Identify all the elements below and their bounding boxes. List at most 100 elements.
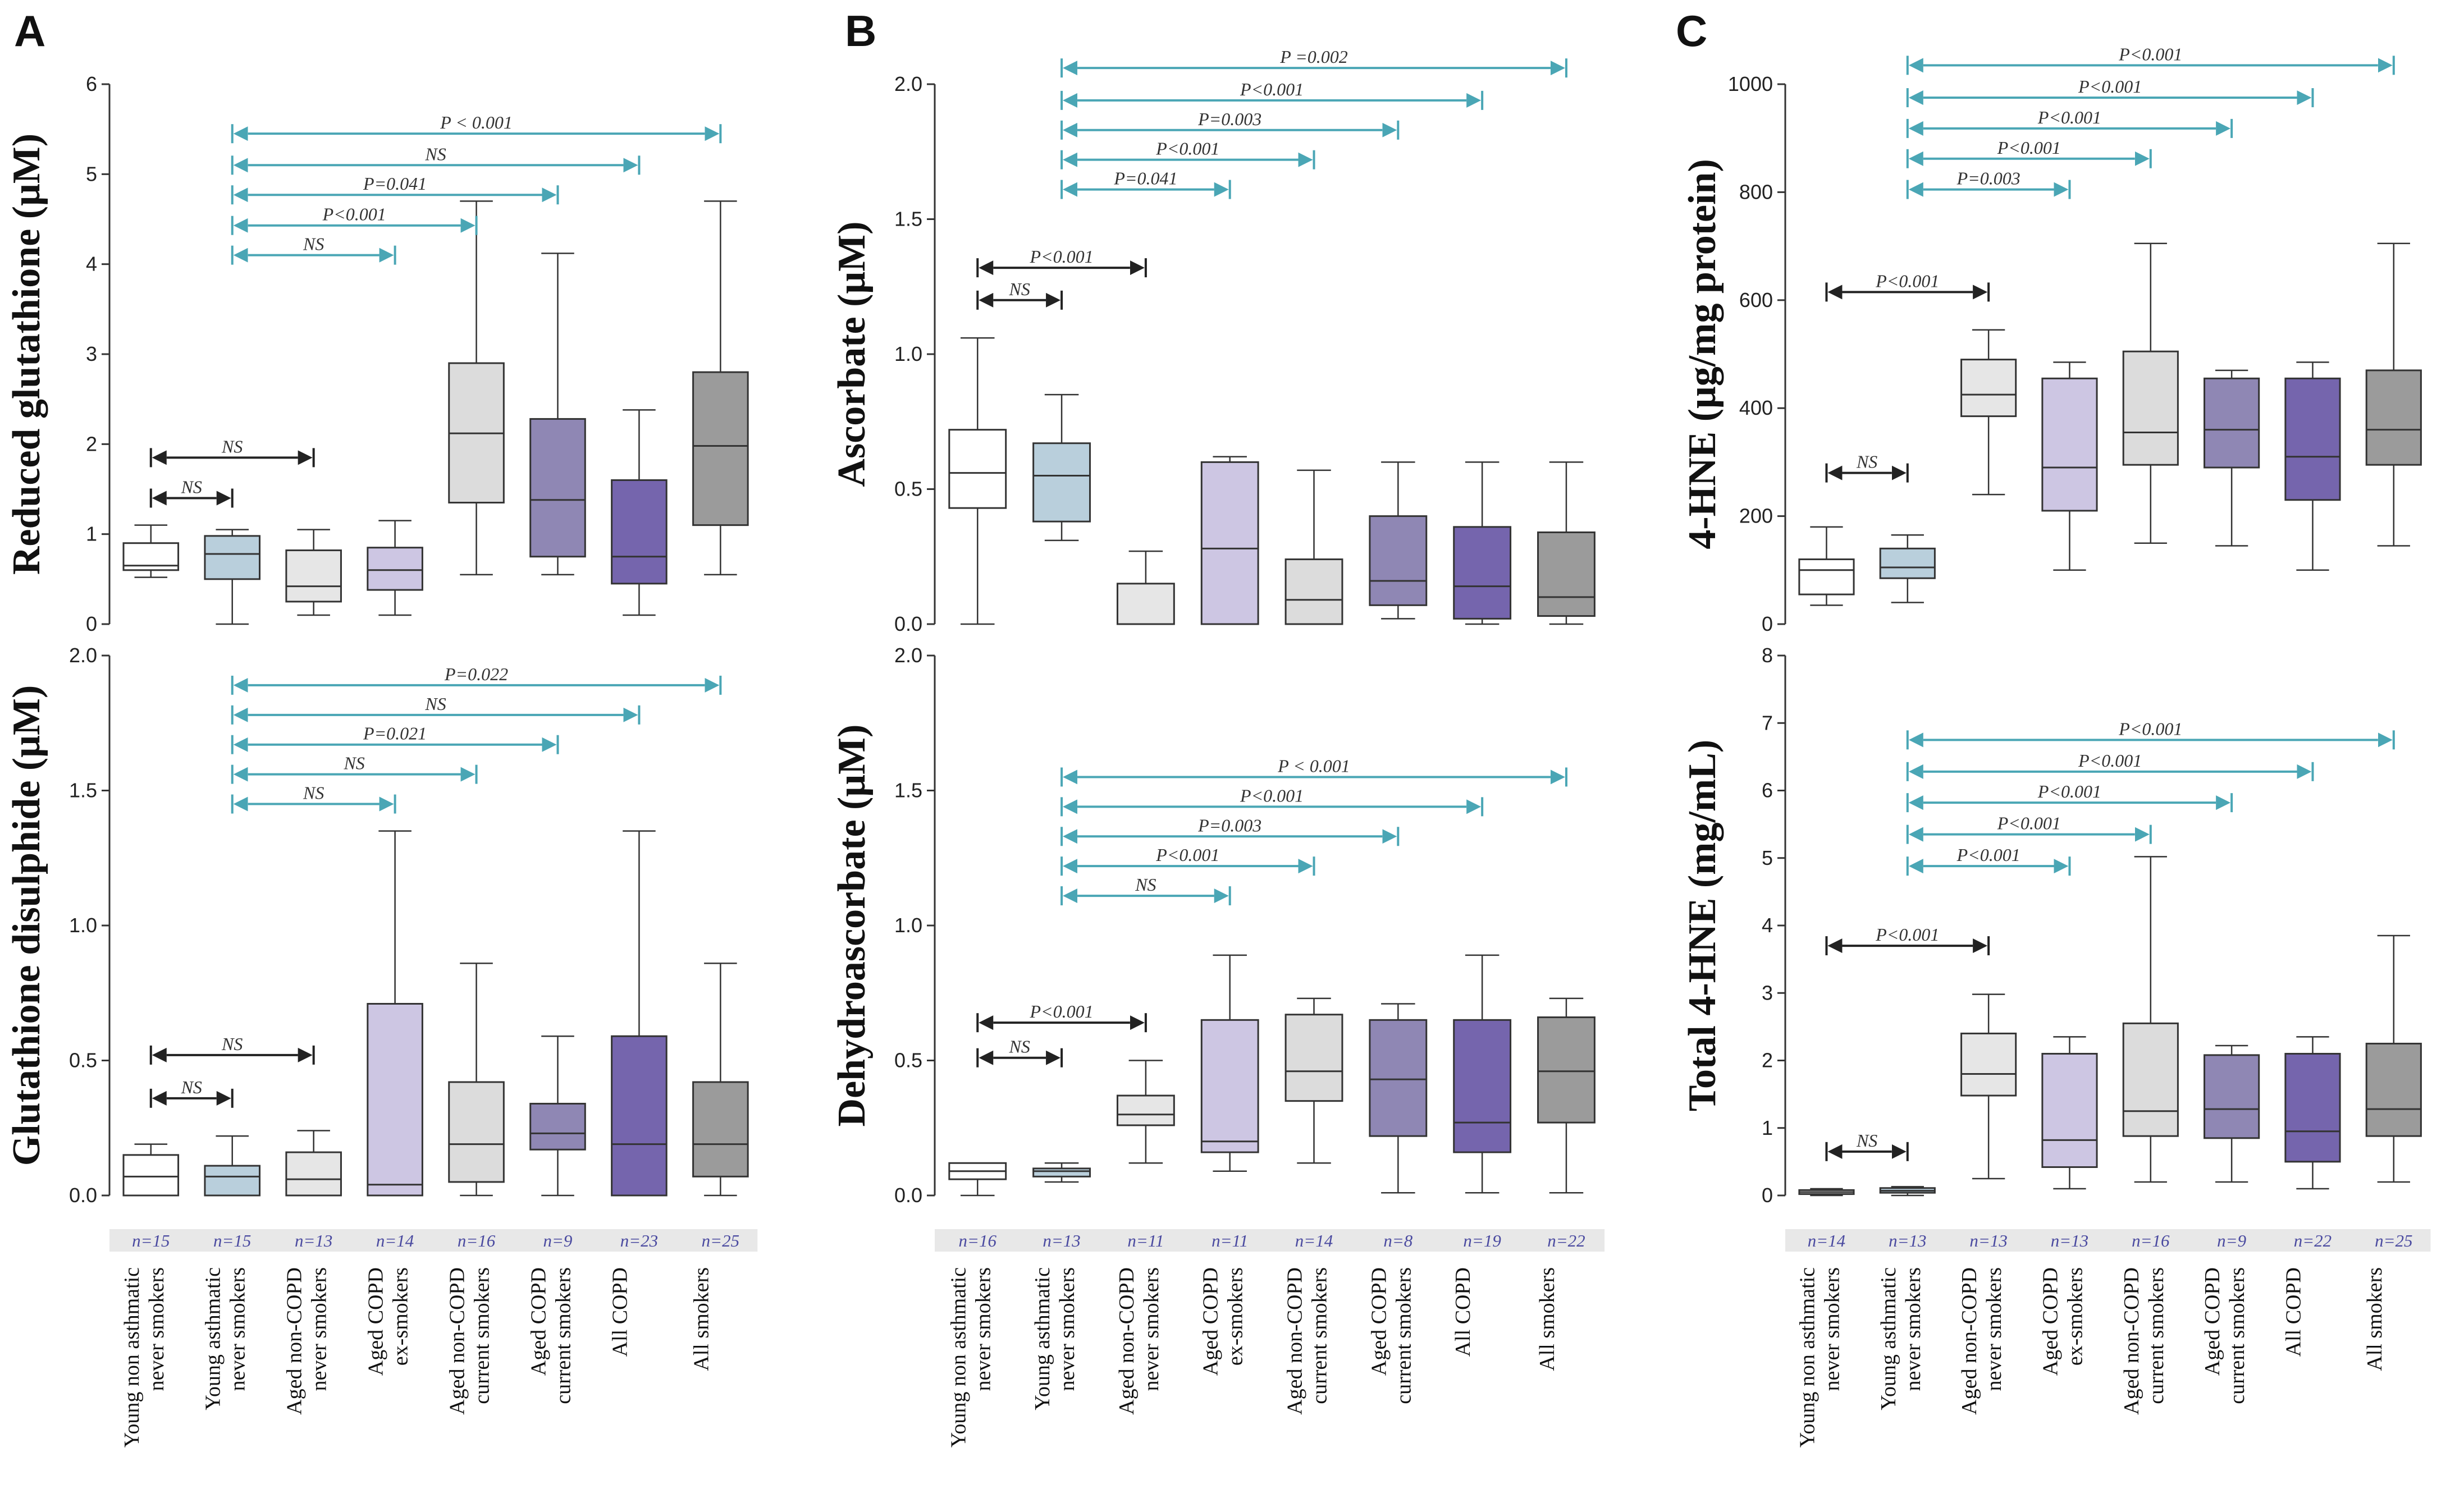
category-label: Aged non-COPD current smokers — [2120, 1267, 2168, 1415]
significance-label: P<0.001 — [1997, 813, 2061, 833]
comparison-bracket: P<0.001 — [1060, 79, 1484, 110]
comparison-bracket: P=0.041 — [1060, 168, 1231, 199]
box-iqr — [2041, 1052, 2098, 1168]
n-label: n=23 — [620, 1231, 658, 1250]
y-axis-label: 4-HNE (μg/mg protein) — [1681, 159, 1724, 549]
y-tick-label: 6 — [1762, 779, 1773, 802]
comparison-bracket: P < 0.001 — [231, 112, 722, 144]
category-label-line: All COPD — [2282, 1267, 2305, 1357]
panel-letter-c: C — [1676, 6, 1707, 56]
n-label: n=14 — [1808, 1231, 1845, 1250]
n-label: n=15 — [213, 1231, 251, 1250]
y-tick-label: 5 — [1762, 846, 1773, 869]
category-label-line: Aged COPD — [1199, 1267, 1223, 1376]
category-label-line: All smokers — [2363, 1267, 2387, 1371]
category-label: All smokers — [689, 1267, 713, 1371]
n-label: n=13 — [295, 1231, 332, 1250]
box-4 — [367, 520, 423, 616]
significance-label: P<0.001 — [2078, 76, 2142, 97]
category-label-line: Aged COPD — [527, 1267, 550, 1376]
category-label-line: Young non asthmatic — [1795, 1267, 1819, 1447]
y-tick-label: 7 — [1762, 711, 1773, 734]
box-iqr — [1453, 526, 1512, 620]
box-iqr — [948, 429, 1007, 509]
box-iqr — [1200, 461, 1259, 625]
chart-a-bottom: 0.0 0.5 1.0 1.5 2.0 Glutathione disulphide (μ… — [5, 644, 749, 1207]
box-iqr — [1284, 1014, 1343, 1102]
category-label: Aged non-COPD current smokers — [1283, 1267, 1332, 1415]
box-2 — [204, 529, 261, 625]
box-6 — [2204, 1044, 2260, 1183]
n-label: n=16 — [458, 1231, 496, 1250]
comparison-bracket: P=0.003 — [1906, 168, 2071, 199]
category-label-line: ex-smokers — [1224, 1267, 1247, 1366]
box-iqr — [204, 1165, 261, 1197]
box-7 — [2284, 1036, 2341, 1190]
y-tick-label: 2 — [1762, 1049, 1773, 1072]
significance-label: NS — [1008, 1037, 1030, 1057]
y-axis-label: Reduced glutathione (μM) — [5, 134, 48, 575]
significance-label: P<0.001 — [2037, 107, 2101, 127]
significance-label: P<0.001 — [2078, 750, 2142, 771]
n-label: n=22 — [2294, 1231, 2332, 1250]
box-iqr — [285, 549, 342, 603]
category-label-line: Young non asthmatic — [947, 1267, 970, 1447]
box-iqr — [611, 1035, 668, 1197]
significance-label: NS — [221, 436, 243, 456]
n-label: n=13 — [2051, 1231, 2088, 1250]
y-tick-label: 0.5 — [894, 478, 922, 501]
box-3 — [1116, 550, 1175, 625]
box-8 — [1537, 997, 1596, 1194]
category-label-line: never smokers — [308, 1267, 331, 1391]
box-iqr — [1116, 1094, 1175, 1126]
box-4 — [2041, 361, 2098, 571]
box-1 — [122, 524, 180, 578]
comparison-bracket: NS — [1825, 452, 1909, 483]
significance-label: P=0.003 — [1197, 815, 1261, 835]
category-label: Young non asthmatic never smokers — [120, 1267, 168, 1447]
n-label: n=8 — [1383, 1231, 1412, 1250]
category-label-line: Young non asthmatic — [120, 1267, 144, 1447]
n-label: n=25 — [2375, 1231, 2412, 1250]
comparison-bracket: P=0.003 — [1060, 109, 1400, 140]
y-tick-label: 1.0 — [894, 342, 922, 365]
box-2 — [1879, 1186, 1936, 1197]
box-5 — [1284, 997, 1343, 1164]
significance-label: P<0.001 — [1997, 138, 2061, 158]
y-tick-label: 600 — [1739, 288, 1773, 311]
box-iqr — [1369, 515, 1428, 606]
box-iqr — [1369, 1019, 1428, 1137]
box-1 — [948, 1162, 1007, 1197]
y-tick-label: 0.0 — [894, 1184, 922, 1207]
category-label: All smokers — [1535, 1267, 1559, 1371]
comparison-bracket: P<0.001 — [1060, 845, 1315, 876]
category-label-line: All COPD — [608, 1267, 632, 1357]
significance-label: P =0.002 — [1279, 47, 1348, 67]
comparison-bracket: P=0.003 — [1060, 815, 1400, 846]
significance-label: P=0.041 — [363, 173, 427, 194]
box-8 — [1537, 461, 1596, 625]
y-tick-label: 0 — [86, 612, 97, 635]
box-1 — [948, 337, 1007, 625]
significance-label: P=0.003 — [1956, 168, 2020, 189]
comparison-bracket: P<0.001 — [231, 204, 478, 235]
box-3 — [1960, 329, 2017, 496]
category-label: All smokers — [2363, 1267, 2387, 1371]
category-label-line: never smokers — [1140, 1267, 1163, 1391]
comparison-bracket: P<0.001 — [1060, 785, 1484, 817]
n-label: n=14 — [376, 1231, 414, 1250]
category-label: Aged COPD current smokers — [527, 1267, 575, 1404]
y-tick-label: 200 — [1739, 505, 1773, 528]
box-2 — [1879, 534, 1936, 603]
significance-label: P<0.001 — [1240, 785, 1304, 805]
comparison-bracket: P < 0.001 — [1060, 755, 1567, 787]
category-label-line: Aged non-COPD — [2120, 1267, 2143, 1415]
category-label-line: current smokers — [1308, 1267, 1332, 1404]
comparison-bracket: P<0.001 — [1906, 44, 2395, 75]
box-5 — [448, 963, 505, 1197]
significance-label: P<0.001 — [2118, 44, 2182, 64]
significance-label: P<0.001 — [1240, 79, 1304, 99]
y-tick-label: 1 — [1762, 1116, 1773, 1139]
box-8 — [2365, 242, 2422, 547]
